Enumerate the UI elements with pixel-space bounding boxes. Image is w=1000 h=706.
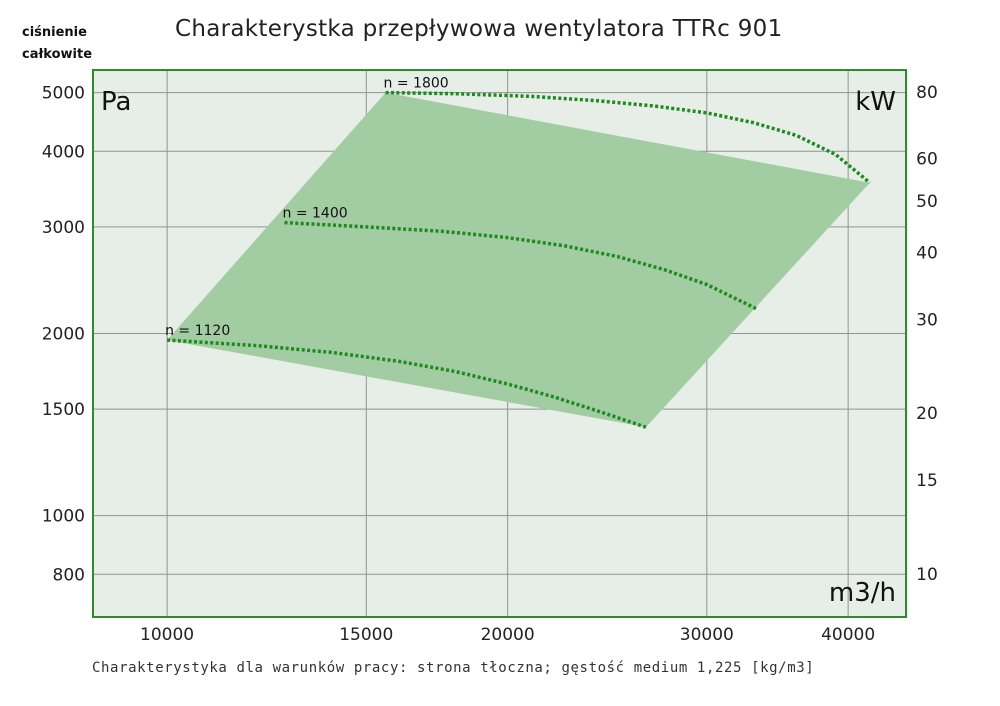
y2-tick-label: 60 xyxy=(916,150,938,170)
x-tick-label: 10000 xyxy=(140,625,194,645)
plot-frame xyxy=(92,69,907,618)
chart-title: Charakterystka przepływowa wentylatora T… xyxy=(175,16,783,42)
y-tick-label: 3000 xyxy=(42,218,85,238)
footer-note: Charakterystyka dla warunków pracy: stro… xyxy=(92,660,815,676)
y2-tick-label: 30 xyxy=(916,310,938,330)
y2-tick-label: 10 xyxy=(916,565,938,585)
y2-unit-label: kW xyxy=(855,87,896,117)
x-tick-label: 30000 xyxy=(680,625,734,645)
y2-tick-label: 20 xyxy=(916,404,938,424)
series-label: n = 1400 xyxy=(283,206,348,222)
series-line-n1400 xyxy=(284,220,759,312)
y-tick-label: 4000 xyxy=(42,142,85,162)
y2-tick-label: 50 xyxy=(916,192,938,212)
operating-region xyxy=(167,92,870,428)
series-label: n = 1800 xyxy=(384,76,449,92)
y2-tick-label: 40 xyxy=(916,244,938,264)
y-tick-label: 2000 xyxy=(42,324,85,344)
y-tick-label: 800 xyxy=(53,565,85,585)
y-axis-title: ciśnienie całkowite xyxy=(22,22,102,66)
x-tick-label: 40000 xyxy=(821,625,875,645)
y2-tick-label: 80 xyxy=(916,83,938,103)
series-line-n1120 xyxy=(166,338,647,429)
y-unit-label: Pa xyxy=(101,87,131,117)
x-tick-label: 15000 xyxy=(339,625,393,645)
x-tick-label: 20000 xyxy=(481,625,535,645)
y-axis-title-line2: całkowite xyxy=(22,47,93,62)
series-line-n1800 xyxy=(385,90,871,185)
y2-tick-label: 15 xyxy=(916,471,938,491)
y-tick-label: 1000 xyxy=(42,507,85,527)
y-axis-title-line1: ciśnienie xyxy=(22,25,87,40)
series-label: n = 1120 xyxy=(165,323,230,339)
x-unit-label: m3/h xyxy=(829,578,896,608)
y-tick-label: 5000 xyxy=(42,84,85,104)
y-tick-label: 1500 xyxy=(42,400,85,420)
